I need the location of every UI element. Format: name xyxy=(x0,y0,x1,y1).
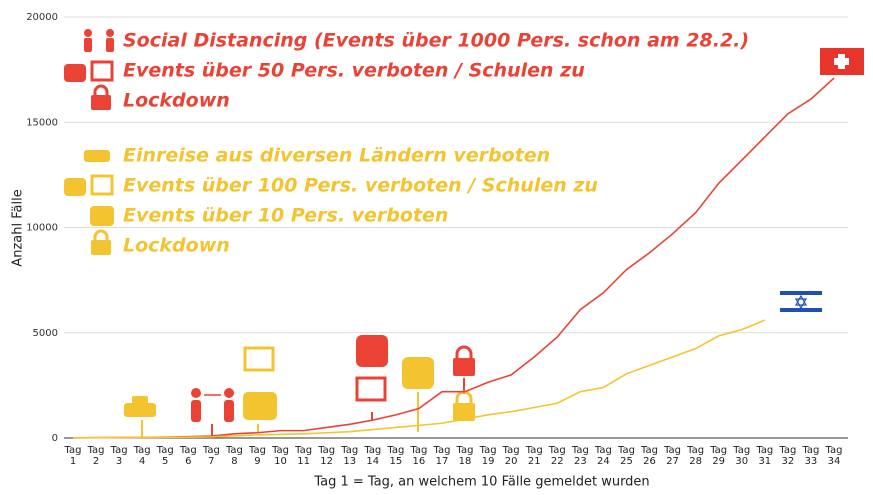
x-tick-label: Tag 28 xyxy=(687,445,705,467)
x-tick-label: Tag 29 xyxy=(710,445,728,467)
x-tick-label: Tag 9 xyxy=(249,445,266,467)
x-tick-label: Tag 11 xyxy=(295,445,313,467)
y-tick-label: 0 xyxy=(52,433,58,444)
y-tick-label: 5000 xyxy=(33,328,58,339)
x-tick-label: Tag 26 xyxy=(641,445,658,467)
x-tick-label: Tag 18 xyxy=(456,445,474,467)
x-tick-label: Tag 19 xyxy=(479,445,497,467)
x-tick-label: Tag 5 xyxy=(156,445,174,467)
x-tick-label: Tag 6 xyxy=(179,445,197,467)
x-tick-label: Tag 12 xyxy=(318,445,336,467)
annotation: Einreise aus diversen Ländern verboten xyxy=(123,145,550,167)
y-axis-label: Anzahl Fälle xyxy=(11,189,26,266)
x-tick-label: Tag 4 xyxy=(133,445,151,467)
israel-flag xyxy=(780,289,822,314)
x-tick-label: Tag 25 xyxy=(617,445,635,467)
x-tick-label: Tag 31 xyxy=(756,445,774,467)
y-tick-label: 10000 xyxy=(26,223,58,234)
legend-icons xyxy=(64,29,114,255)
series-line xyxy=(72,77,835,439)
swiss-flag xyxy=(820,48,864,75)
y-tick-label: 15000 xyxy=(26,117,58,128)
x-tick-label: Tag 23 xyxy=(571,445,589,467)
x-tick-label: Tag 27 xyxy=(664,445,682,467)
annotation: Events über 50 Pers. verboten / Schulen … xyxy=(123,60,585,82)
x-tick-label: Tag 8 xyxy=(225,445,243,467)
annotation: Lockdown xyxy=(123,235,230,257)
x-tick-label: Tag 10 xyxy=(272,445,289,467)
y-tick-label: 20000 xyxy=(26,12,58,23)
annotation: Social Distancing (Events über 1000 Pers… xyxy=(123,30,749,52)
annotation: Events über 100 Pers. verboten / Schulen… xyxy=(123,175,598,197)
x-tick-label: Tag 1 xyxy=(64,445,82,467)
x-tick-label: Tag 24 xyxy=(594,445,612,467)
series-line xyxy=(72,319,766,439)
x-tick-label: Tag 30 xyxy=(733,445,751,467)
annotation: Events über 10 Pers. verboten xyxy=(123,205,448,227)
x-tick-label: Tag 15 xyxy=(387,445,405,467)
x-tick-label: Tag 21 xyxy=(525,445,543,467)
x-tick-label: Tag 3 xyxy=(110,445,128,467)
x-axis-label: Tag 1 = Tag, an welchem 10 Fälle gemelde… xyxy=(313,475,649,490)
event-icons xyxy=(124,335,475,438)
x-tick-label: Tag 13 xyxy=(341,445,359,467)
annotation: Lockdown xyxy=(123,90,230,112)
x-tick-label: Tag 2 xyxy=(87,445,105,467)
x-tick-label: Tag 34 xyxy=(825,445,843,467)
x-tick-label: Tag 7 xyxy=(202,445,220,467)
x-tick-label: Tag 16 xyxy=(410,445,428,467)
x-tick-label: Tag 32 xyxy=(779,445,797,467)
x-tick-label: Tag 33 xyxy=(802,445,820,467)
x-tick-label: Tag 17 xyxy=(433,445,451,467)
x-tick-label: Tag 14 xyxy=(364,445,382,467)
x-tick-label: Tag 22 xyxy=(548,445,566,467)
x-tick-label: Tag 20 xyxy=(502,445,520,467)
